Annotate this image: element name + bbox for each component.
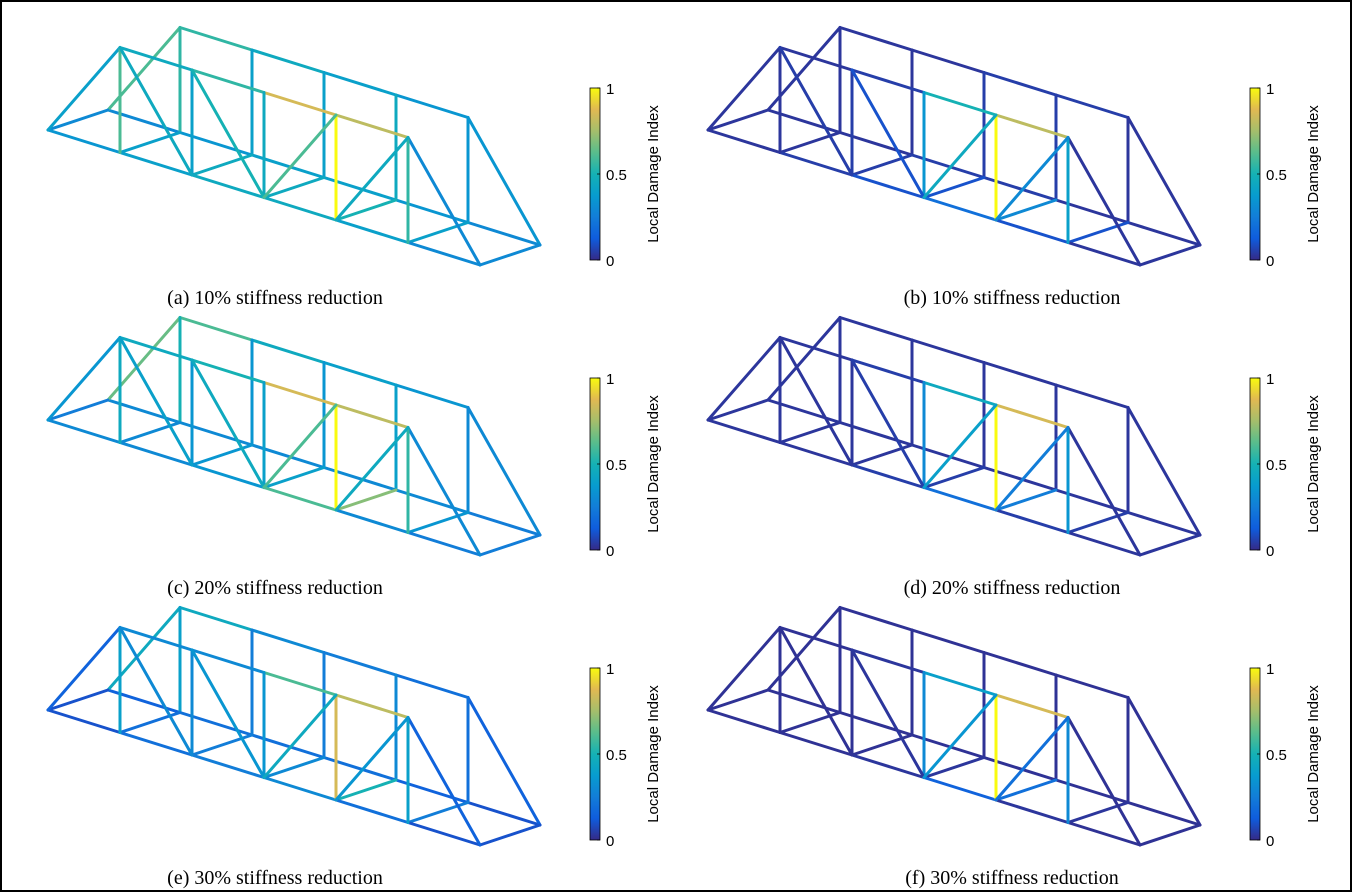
colorbar-tick-label: 0 bbox=[1266, 253, 1274, 270]
colorbar-label: Local Damage Index bbox=[645, 105, 662, 243]
colorbar-tick-label: 1 bbox=[1266, 371, 1274, 388]
colorbar-tick-label: 0.5 bbox=[1266, 457, 1287, 474]
colorbar-tick-label: 0 bbox=[606, 833, 614, 850]
caption: (c) 20% stiffness reduction bbox=[167, 577, 383, 599]
colorbar-tick-label: 1 bbox=[1266, 81, 1274, 98]
caption: (f) 30% stiffness reduction bbox=[905, 867, 1118, 889]
colorbar-tick-label: 0 bbox=[606, 253, 614, 270]
caption: (a) 10% stiffness reduction bbox=[167, 287, 383, 309]
colorbar-tick-label: 0.5 bbox=[606, 457, 627, 474]
colorbar-label: Local Damage Index bbox=[1305, 685, 1322, 823]
caption: (e) 30% stiffness reduction bbox=[167, 867, 383, 889]
colorbar-tick-label: 1 bbox=[606, 661, 614, 678]
colorbar-label: Local Damage Index bbox=[645, 685, 662, 823]
colorbar-tick-label: 1 bbox=[1266, 661, 1274, 678]
colorbar-tick-label: 0.5 bbox=[606, 747, 627, 764]
colorbar-label: Local Damage Index bbox=[645, 395, 662, 533]
colorbar-tick-label: 0 bbox=[1266, 543, 1274, 560]
colorbar-label: Local Damage Index bbox=[1305, 395, 1322, 533]
caption: (d) 20% stiffness reduction bbox=[904, 577, 1121, 599]
colorbar-tick-label: 1 bbox=[606, 81, 614, 98]
colorbar-tick-label: 0.5 bbox=[606, 167, 627, 184]
caption: (b) 10% stiffness reduction bbox=[904, 287, 1121, 309]
colorbar-tick-label: 0.5 bbox=[1266, 747, 1287, 764]
colorbar-label: Local Damage Index bbox=[1305, 105, 1322, 243]
colorbar-tick-label: 0 bbox=[606, 543, 614, 560]
colorbar-tick-label: 0 bbox=[1266, 833, 1274, 850]
colorbar-tick-label: 1 bbox=[606, 371, 614, 388]
figure: 0 0.5 1 Local Damage Index (a) 10% stiffness… bbox=[0, 0, 1352, 892]
colorbar-tick-label: 0.5 bbox=[1266, 167, 1287, 184]
